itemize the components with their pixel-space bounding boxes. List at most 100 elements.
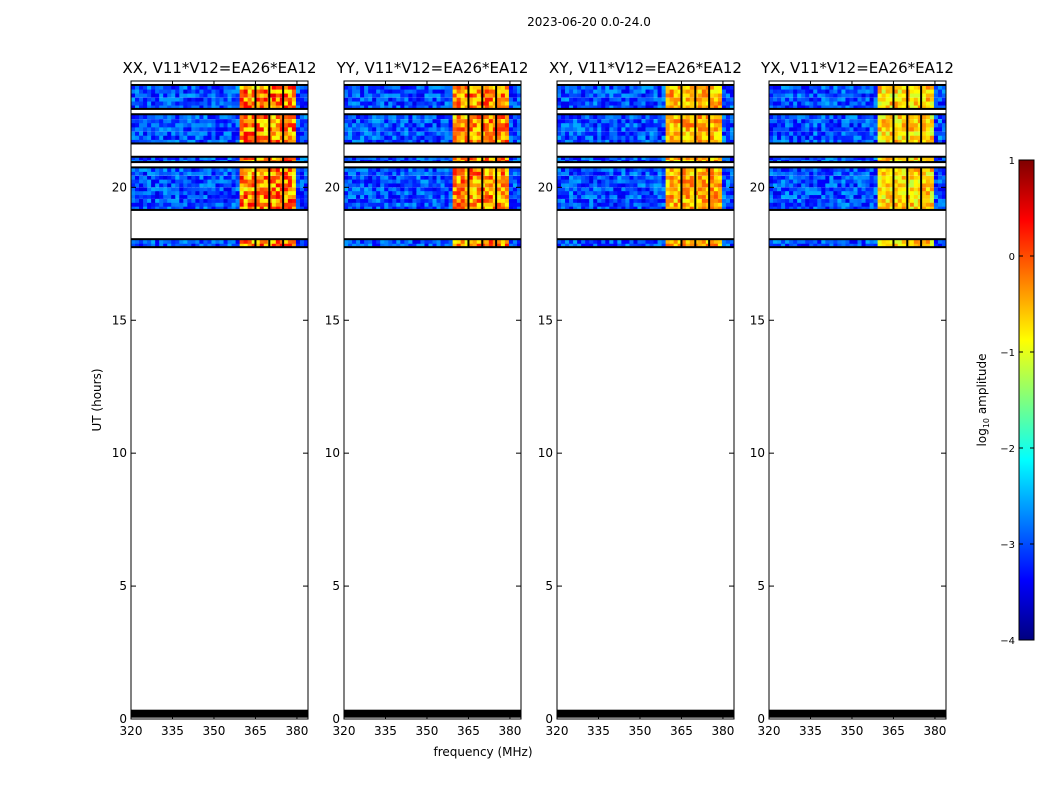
heatmap-cell: [565, 243, 570, 248]
heatmap-cell: [661, 194, 667, 199]
heatmap-cell: [203, 167, 209, 172]
heatmap-cell: [143, 182, 148, 188]
heatmap-cell: [271, 159, 277, 163]
heatmap-cell: [219, 175, 225, 180]
heatmap-cell: [452, 100, 458, 106]
heatmap-cell: [601, 122, 606, 128]
heatmap-cell: [909, 139, 915, 145]
x-tick-label: 320: [333, 724, 356, 738]
heatmap-cell: [368, 135, 373, 140]
heatmap-cell: [861, 100, 867, 106]
heatmap-cell: [299, 243, 305, 248]
heatmap-cell: [681, 156, 687, 161]
heatmap-cell: [251, 96, 257, 102]
heatmap-cell: [773, 122, 778, 128]
heatmap-cell: [476, 96, 482, 102]
heatmap-cell: [368, 126, 373, 132]
heatmap-cell: [885, 100, 891, 106]
heatmap-cell: [151, 92, 156, 98]
heatmap-cell: [348, 198, 353, 203]
heatmap-cell: [617, 194, 622, 199]
heatmap-cell: [845, 126, 851, 132]
rfi-gap: [481, 84, 484, 109]
heatmap-cell: [877, 130, 883, 136]
heatmap-cell: [496, 135, 502, 140]
heatmap-cell: [629, 182, 635, 188]
heatmap-cell: [195, 92, 200, 98]
heatmap-cell: [901, 126, 907, 132]
heatmap-cell: [597, 104, 602, 110]
heatmap-cell: [348, 122, 353, 128]
heatmap-cell: [577, 139, 582, 145]
heatmap-cell: [641, 156, 647, 161]
heatmap-cell: [649, 156, 655, 161]
heatmap-cell: [581, 159, 586, 163]
heatmap-cell: [645, 239, 651, 244]
heatmap-cell: [829, 100, 834, 106]
heatmap-cell: [396, 194, 401, 199]
heatmap-cell: [701, 194, 707, 199]
heatmap-cell: [661, 198, 667, 203]
heatmap-cell: [633, 135, 639, 140]
heatmap-cell: [621, 84, 626, 90]
heatmap-cell: [701, 139, 707, 145]
heatmap-cell: [581, 190, 586, 196]
heatmap-cell: [179, 206, 184, 211]
heatmap-cell: [424, 198, 430, 203]
rfi-gap: [268, 114, 271, 144]
heatmap-cell: [456, 206, 462, 211]
heatmap-cell: [889, 135, 895, 140]
heatmap-cell: [625, 88, 631, 94]
heatmap-cell: [877, 139, 883, 145]
heatmap-cell: [577, 96, 582, 102]
heatmap-cell: [929, 190, 935, 196]
heatmap-cell: [865, 190, 871, 196]
heatmap-cell: [817, 156, 822, 161]
heatmap-cell: [805, 171, 810, 176]
heatmap-cell: [488, 182, 494, 188]
heatmap-cell: [701, 92, 707, 98]
heatmap-cell: [219, 243, 225, 248]
heatmap-cell: [384, 84, 389, 90]
heatmap-cell: [219, 202, 225, 207]
heatmap-cell: [913, 182, 919, 188]
heatmap-cell: [833, 104, 838, 110]
heatmap-cell: [396, 182, 401, 188]
heatmap-cell: [613, 190, 618, 196]
heatmap-cell: [801, 84, 806, 90]
heatmap-cell: [897, 206, 903, 211]
heatmap-cell: [821, 126, 826, 132]
heatmap-cell: [581, 198, 586, 203]
heatmap-cell: [452, 167, 458, 172]
heatmap-cell: [243, 130, 249, 136]
heatmap-cell: [813, 171, 818, 176]
heatmap-cell: [561, 182, 566, 188]
heatmap-cell: [713, 190, 719, 196]
rfi-gap: [680, 239, 683, 248]
heatmap-cell: [801, 190, 806, 196]
heatmap-cell: [255, 194, 261, 199]
heatmap-cell: [729, 239, 734, 244]
heatmap-cell: [621, 156, 626, 161]
heatmap-cell: [925, 202, 931, 207]
rfi-gap: [708, 84, 711, 109]
heatmap-cell: [685, 159, 691, 163]
heatmap-cell: [299, 186, 305, 192]
data-segment: [557, 709, 734, 718]
heatmap-cell: [464, 100, 470, 106]
heatmap-cell: [223, 122, 229, 128]
heatmap-cell: [364, 182, 369, 188]
heatmap-cell: [701, 182, 707, 188]
heatmap-cell: [440, 167, 446, 172]
heatmap-cell: [609, 100, 614, 106]
heatmap-cell: [837, 186, 843, 192]
heatmap-cell: [135, 92, 140, 98]
heatmap-cell: [131, 171, 136, 176]
heatmap-cell: [139, 171, 144, 176]
heatmap-cell: [829, 122, 834, 128]
heatmap-cell: [424, 84, 430, 90]
heatmap-cell: [191, 100, 196, 106]
heatmap-cell: [460, 114, 466, 120]
heatmap-cell: [143, 239, 148, 244]
heatmap-cell: [460, 190, 466, 196]
